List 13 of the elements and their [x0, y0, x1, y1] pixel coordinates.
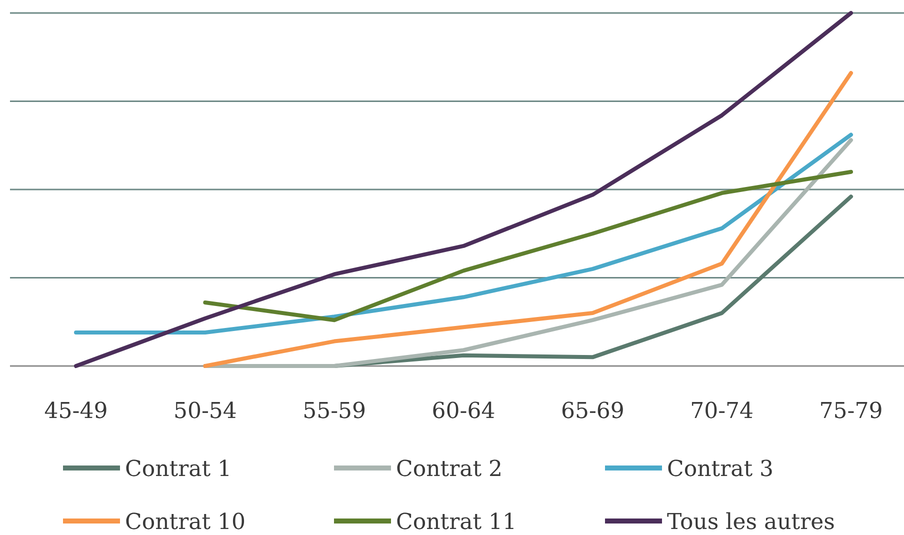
legend-label: Contrat 2: [396, 457, 503, 482]
legend-label: Contrat 3: [667, 457, 774, 482]
x-tick-label: 50-54: [173, 399, 237, 424]
x-tick-label: 75-79: [819, 399, 883, 424]
legend-label: Tous les autres: [667, 510, 835, 535]
legend-label: Contrat 11: [396, 510, 517, 535]
x-tick-label: 55-59: [302, 399, 366, 424]
legend-label: Contrat 10: [125, 510, 246, 535]
x-tick-label: 45-49: [44, 399, 108, 424]
x-tick-label: 65-69: [560, 399, 624, 424]
legend-label: Contrat 1: [125, 457, 232, 482]
x-tick-label: 70-74: [690, 399, 754, 424]
x-tick-label: 60-64: [432, 399, 496, 424]
